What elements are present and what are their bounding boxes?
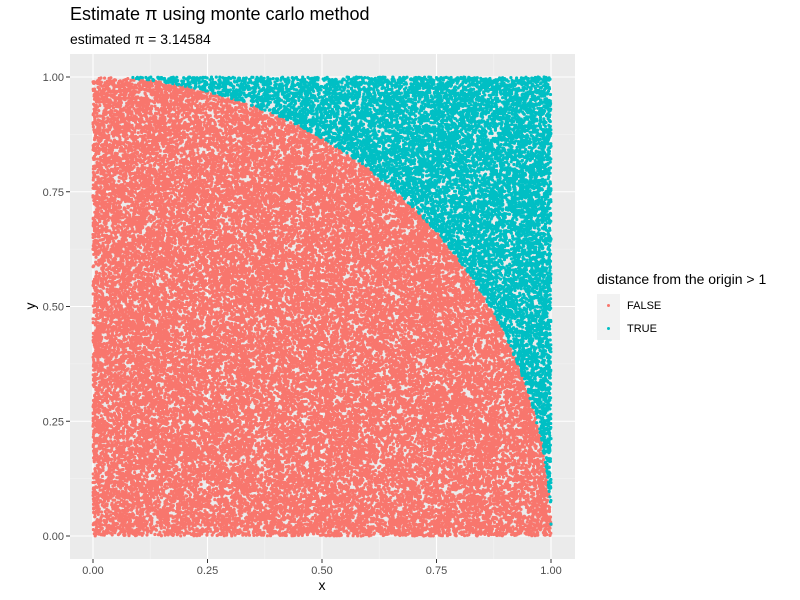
axis-ticks: 0.00 0.25 0.50 0.75 1.00 0.00 0.25 0.50 0.75 1.00: [43, 72, 562, 577]
legend-entry-false: FALSE: [597, 294, 766, 317]
y-tick-label: 0.25: [43, 416, 64, 428]
legend: distance from the origin > 1 FALSE TRUE: [597, 271, 766, 340]
x-tick-label: 1.00: [540, 565, 561, 577]
legend-title: distance from the origin > 1: [597, 271, 767, 287]
legend-key-false: [597, 294, 620, 317]
y-tick-label: 1.00: [43, 72, 64, 84]
legend-label-false: FALSE: [627, 299, 662, 312]
chart-subtitle: estimated π = 3.14584: [70, 31, 211, 47]
y-tick-label: 0.00: [43, 531, 64, 543]
points-false: [91, 76, 553, 538]
x-tick-label: 0.50: [311, 565, 332, 577]
chart-title: Estimate π using monte carlo method: [70, 4, 370, 24]
y-tick-label: 0.50: [43, 302, 64, 314]
legend-key-true: [597, 317, 620, 340]
x-tick-label: 0.00: [82, 565, 103, 577]
legend-entry-true: TRUE: [597, 317, 766, 340]
points-true: [131, 75, 553, 526]
y-axis-title: y: [22, 303, 38, 310]
x-tick-label: 0.75: [426, 565, 447, 577]
points: [91, 75, 553, 538]
y-tick-label: 0.75: [43, 187, 64, 199]
x-tick-label: 0.25: [197, 565, 218, 577]
x-axis-title: x: [319, 577, 326, 593]
legend-label-true: TRUE: [627, 322, 657, 335]
